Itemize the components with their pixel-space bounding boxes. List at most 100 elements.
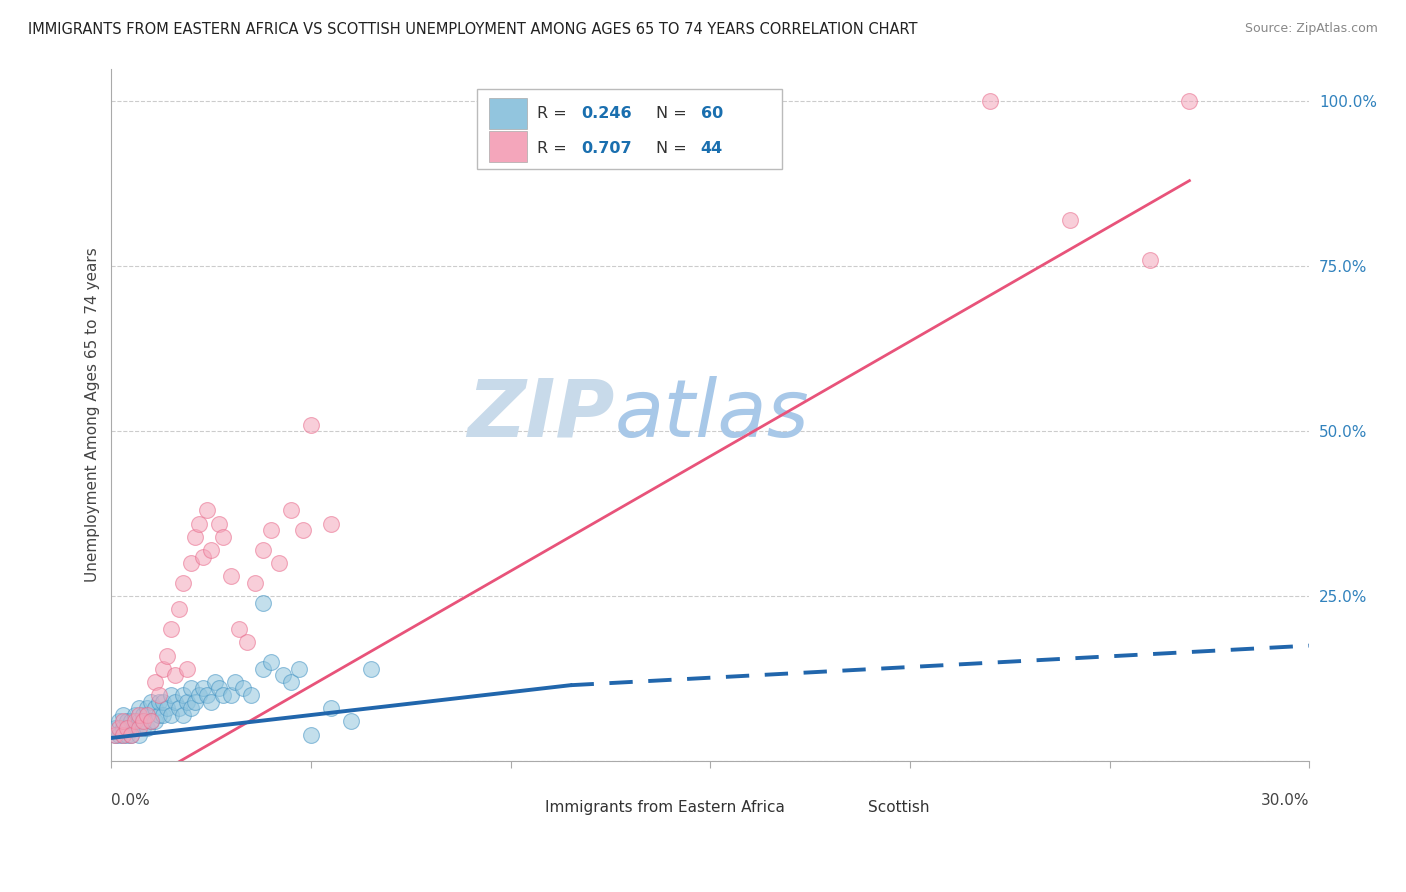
- Point: [208, 681, 231, 696]
- Point: [143, 701, 166, 715]
- Point: [219, 688, 242, 702]
- Point: [160, 622, 183, 636]
- Point: [104, 728, 127, 742]
- Point: [243, 576, 266, 591]
- Point: [224, 674, 246, 689]
- Point: [1178, 95, 1201, 109]
- Point: [172, 576, 194, 591]
- Text: N =: N =: [657, 106, 692, 121]
- FancyBboxPatch shape: [830, 796, 860, 820]
- Point: [152, 695, 174, 709]
- Point: [180, 701, 202, 715]
- Text: 30.0%: 30.0%: [1261, 793, 1309, 807]
- Point: [240, 688, 263, 702]
- FancyBboxPatch shape: [477, 89, 782, 169]
- Point: [180, 681, 202, 696]
- Point: [132, 714, 155, 729]
- Point: [212, 530, 235, 544]
- Point: [136, 707, 159, 722]
- Point: [299, 728, 322, 742]
- Point: [360, 662, 382, 676]
- Point: [319, 701, 342, 715]
- Point: [340, 714, 363, 729]
- Point: [271, 668, 294, 682]
- Point: [195, 503, 218, 517]
- Point: [148, 695, 170, 709]
- Point: [108, 728, 131, 742]
- Text: 44: 44: [700, 141, 723, 156]
- Point: [128, 728, 150, 742]
- Text: 0.707: 0.707: [581, 141, 631, 156]
- Point: [200, 695, 222, 709]
- Point: [112, 707, 135, 722]
- Point: [112, 714, 135, 729]
- Point: [136, 701, 159, 715]
- Point: [236, 635, 259, 649]
- Point: [1139, 252, 1161, 267]
- Point: [148, 707, 170, 722]
- FancyBboxPatch shape: [489, 97, 527, 128]
- Y-axis label: Unemployment Among Ages 65 to 74 years: Unemployment Among Ages 65 to 74 years: [86, 247, 100, 582]
- Point: [160, 707, 183, 722]
- Point: [128, 721, 150, 735]
- Point: [180, 556, 202, 570]
- Text: 0.246: 0.246: [581, 106, 631, 121]
- Point: [124, 707, 146, 722]
- Point: [117, 714, 139, 729]
- FancyBboxPatch shape: [506, 796, 537, 820]
- Point: [188, 688, 211, 702]
- Point: [124, 721, 146, 735]
- Point: [193, 681, 215, 696]
- Text: N =: N =: [657, 141, 692, 156]
- Point: [132, 721, 155, 735]
- Text: Source: ZipAtlas.com: Source: ZipAtlas.com: [1244, 22, 1378, 36]
- Point: [165, 668, 187, 682]
- Text: IMMIGRANTS FROM EASTERN AFRICA VS SCOTTISH UNEMPLOYMENT AMONG AGES 65 TO 74 YEAR: IMMIGRANTS FROM EASTERN AFRICA VS SCOTTI…: [28, 22, 918, 37]
- Point: [165, 695, 187, 709]
- Point: [156, 648, 179, 663]
- Point: [128, 707, 150, 722]
- Point: [136, 721, 159, 735]
- Point: [120, 728, 142, 742]
- Text: R =: R =: [537, 106, 571, 121]
- Point: [219, 569, 242, 583]
- Point: [148, 688, 170, 702]
- Point: [112, 721, 135, 735]
- Text: R =: R =: [537, 141, 571, 156]
- Point: [260, 655, 283, 669]
- Point: [143, 674, 166, 689]
- Point: [208, 516, 231, 531]
- Point: [108, 721, 131, 735]
- Point: [212, 688, 235, 702]
- Point: [232, 681, 254, 696]
- Point: [143, 714, 166, 729]
- Point: [195, 688, 218, 702]
- Point: [112, 728, 135, 742]
- Point: [252, 662, 274, 676]
- Point: [193, 549, 215, 564]
- Point: [280, 503, 302, 517]
- Point: [112, 728, 135, 742]
- Point: [141, 714, 163, 729]
- Point: [319, 516, 342, 531]
- Point: [156, 701, 179, 715]
- Point: [204, 674, 226, 689]
- Point: [152, 707, 174, 722]
- Point: [104, 728, 127, 742]
- Point: [228, 622, 250, 636]
- Point: [200, 543, 222, 558]
- Text: 60: 60: [700, 106, 723, 121]
- Point: [172, 707, 194, 722]
- Point: [124, 714, 146, 729]
- Point: [141, 714, 163, 729]
- Point: [176, 662, 198, 676]
- Point: [160, 688, 183, 702]
- Point: [184, 530, 207, 544]
- Point: [292, 523, 315, 537]
- Text: Immigrants from Eastern Africa: Immigrants from Eastern Africa: [546, 800, 785, 815]
- Point: [299, 417, 322, 432]
- Point: [172, 688, 194, 702]
- Point: [176, 695, 198, 709]
- Point: [117, 728, 139, 742]
- Text: Scottish: Scottish: [869, 800, 929, 815]
